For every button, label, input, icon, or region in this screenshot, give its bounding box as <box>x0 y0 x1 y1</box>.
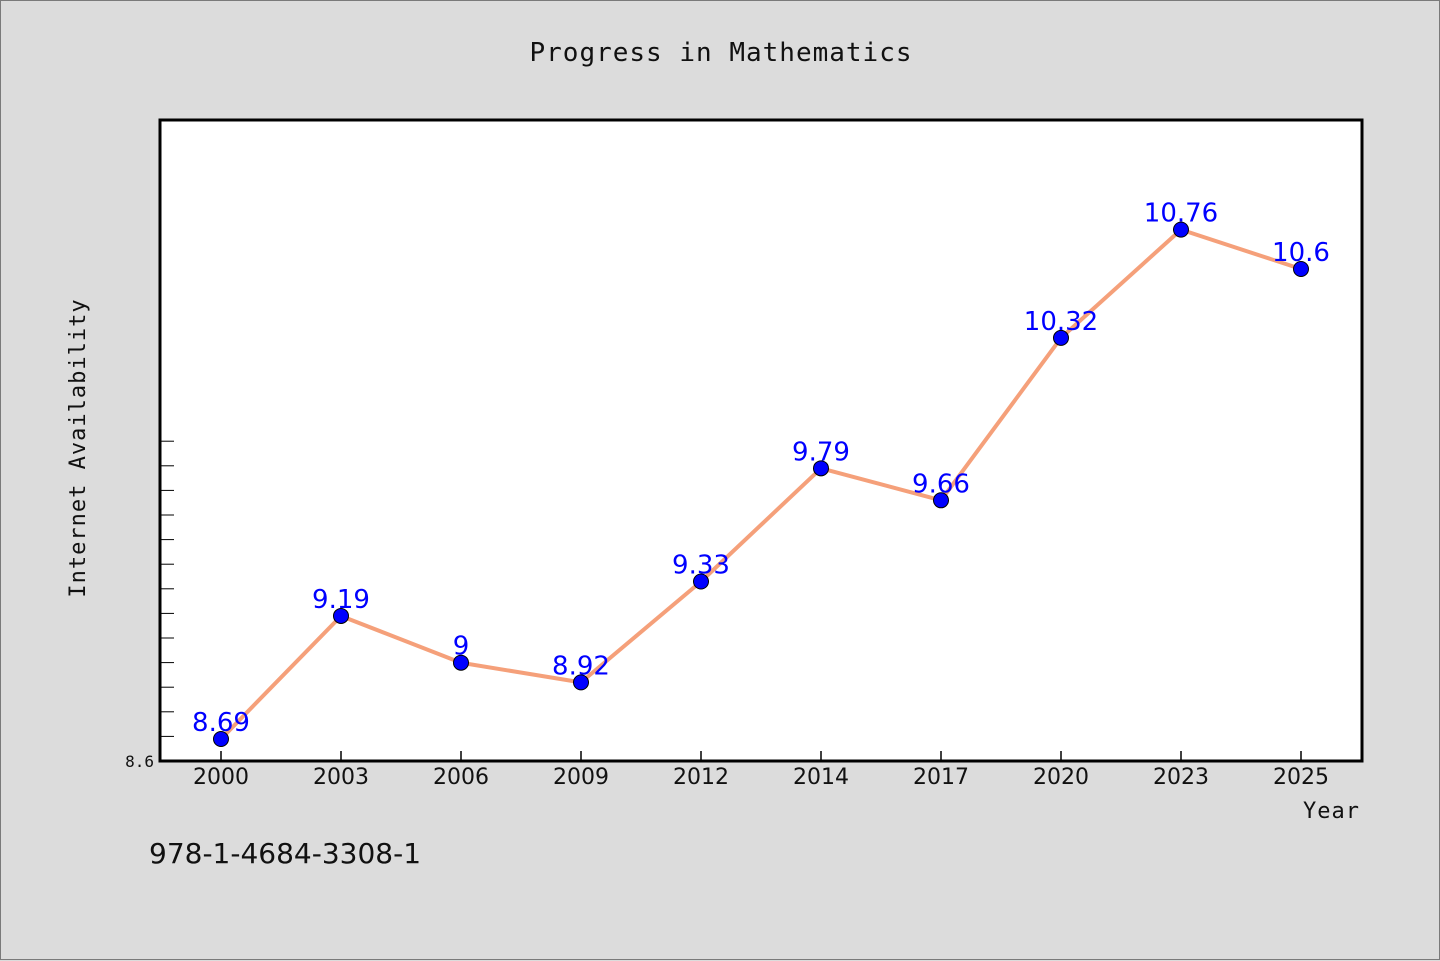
data-point <box>933 492 949 509</box>
data-point <box>1173 221 1189 238</box>
data-label: 10.32 <box>1024 307 1098 337</box>
data-label: 8.69 <box>192 708 250 738</box>
data-label: 8.92 <box>552 651 610 681</box>
x-axis-ticks: 2000 2003 2006 2009 2012 2014 2017 2020 2023 2025 <box>193 751 1329 790</box>
x-tick-label: 2020 <box>1033 765 1089 790</box>
x-tick-label: 2012 <box>673 765 729 790</box>
data-label: 10.76 <box>1144 199 1218 229</box>
data-point <box>213 731 229 747</box>
x-tick-label: 2000 <box>193 765 249 790</box>
data-point <box>333 607 349 624</box>
data-label: 9.66 <box>912 469 970 499</box>
x-tick-label: 2006 <box>433 765 489 790</box>
series-line <box>219 227 1302 741</box>
x-tick-label: 2009 <box>553 765 609 790</box>
x-axis-label: Year <box>1303 799 1360 824</box>
data-point <box>573 674 589 691</box>
plot-area <box>158 118 1364 763</box>
series-group: 8.69 9.19 9 8.92 9.33 9.79 9.66 10.32 10.76 10.6 <box>192 199 1330 747</box>
data-label: 9 <box>453 632 470 662</box>
x-tick-label: 2003 <box>313 765 369 790</box>
x-tick-label: 2025 <box>1273 765 1329 790</box>
data-point <box>453 654 469 671</box>
y-axis-ticks <box>160 440 174 737</box>
x-tick-label: 2017 <box>913 765 969 790</box>
data-label: 9.79 <box>792 437 850 467</box>
x-tick-label: 2014 <box>793 765 849 790</box>
data-point <box>813 460 829 477</box>
y-axis-label: Internet Availability <box>66 298 91 597</box>
x-tick-label: 2023 <box>1153 765 1209 790</box>
data-label: 9.33 <box>672 551 730 581</box>
chart-title: Progress in Mathematics <box>529 38 912 68</box>
y-tick-label-min: 8.6 <box>125 752 154 771</box>
data-label: 10.6 <box>1272 238 1330 268</box>
data-label: 9.19 <box>312 585 370 615</box>
data-point <box>693 573 709 590</box>
data-point <box>1293 261 1309 277</box>
data-point <box>1053 329 1069 346</box>
footer-code: 978-1-4684-3308-1 <box>149 837 421 870</box>
